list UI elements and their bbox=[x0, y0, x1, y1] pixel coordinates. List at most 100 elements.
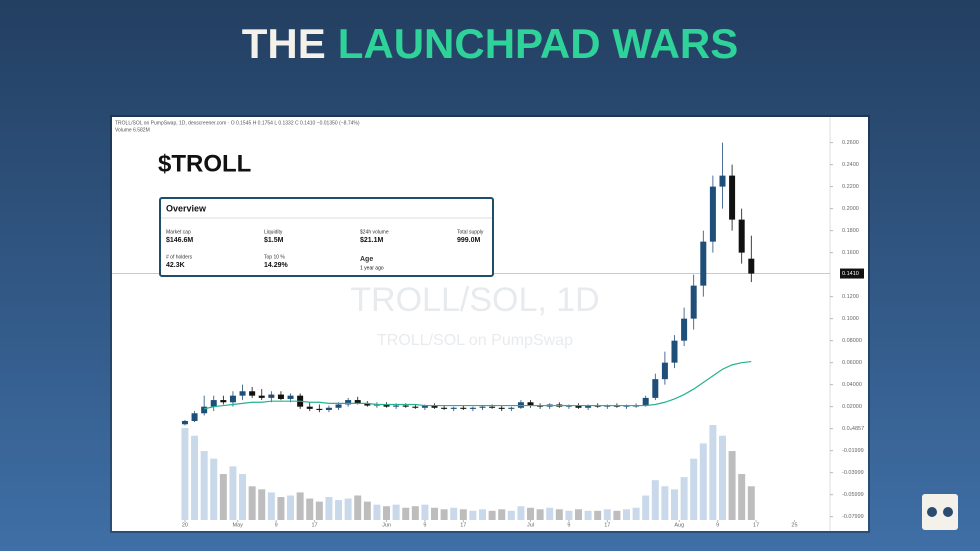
volume-bar bbox=[392, 504, 400, 520]
ticker: $TROLL bbox=[158, 150, 251, 177]
candle-body bbox=[498, 407, 505, 409]
candle-body bbox=[729, 175, 736, 220]
volume-bar bbox=[642, 495, 650, 520]
y-tick-label: -0.07999 bbox=[842, 514, 864, 520]
candle-body bbox=[450, 407, 457, 409]
volume-bar bbox=[210, 458, 218, 520]
volume-bar bbox=[718, 435, 726, 520]
candle-body bbox=[709, 186, 716, 242]
item-value: 999.0M bbox=[457, 237, 481, 244]
y-tick-label: 0.2600 bbox=[842, 140, 859, 146]
volume-bar bbox=[440, 509, 448, 520]
item-value: $146.6M bbox=[166, 237, 193, 244]
watermark: TROLL/SOL, 1D bbox=[350, 281, 599, 319]
volume-bar bbox=[680, 477, 688, 520]
volume-bar bbox=[459, 509, 467, 520]
volume-bar bbox=[200, 451, 208, 520]
logo-dot bbox=[943, 507, 953, 517]
last-price-box bbox=[840, 268, 864, 279]
candle-body bbox=[719, 175, 726, 187]
candle-body bbox=[671, 340, 678, 363]
item-label: Market cap bbox=[166, 229, 191, 235]
volume-bar bbox=[277, 497, 285, 520]
y-tick-label: 0.1800 bbox=[842, 228, 859, 234]
volume-bar bbox=[315, 501, 323, 520]
item-value: 14.29% bbox=[264, 262, 289, 269]
x-tick-label: Aug bbox=[674, 522, 684, 528]
y-tick-label: 0.1000 bbox=[842, 316, 859, 322]
candle-body bbox=[229, 395, 236, 403]
candle-body bbox=[642, 397, 649, 406]
candle-body bbox=[287, 395, 294, 399]
volume-bar bbox=[181, 428, 189, 520]
candle-body bbox=[412, 406, 419, 408]
candle-body bbox=[210, 400, 217, 407]
x-tick-label: 9 bbox=[567, 522, 570, 528]
title-white: THE bbox=[242, 20, 326, 67]
volume-bar bbox=[306, 498, 314, 520]
volume-bar bbox=[373, 504, 381, 520]
volume-bar bbox=[479, 509, 487, 520]
x-tick-label: 9 bbox=[716, 522, 719, 528]
volume-bar bbox=[690, 458, 698, 520]
y-tick-label: 0.2400 bbox=[842, 162, 859, 168]
volume-bar bbox=[738, 474, 746, 520]
item-label: Liquidity bbox=[264, 229, 283, 235]
logo-dot bbox=[927, 507, 937, 517]
last-price-label: 0.1410 bbox=[842, 271, 859, 277]
y-tick-label: 0.2000 bbox=[842, 206, 859, 212]
volume-bar bbox=[632, 507, 640, 520]
candle-body bbox=[460, 407, 467, 409]
volume-bar bbox=[450, 507, 458, 520]
volume-bar bbox=[402, 507, 410, 520]
candle-body bbox=[652, 379, 659, 398]
volume-bar bbox=[287, 495, 295, 520]
volume-bar bbox=[575, 509, 583, 520]
watermark-sub: TROLL/SOL on PumpSwap bbox=[377, 332, 573, 349]
x-tick-label: 9 bbox=[423, 522, 426, 528]
item-label: Top 10 % bbox=[264, 254, 285, 260]
volume-bar bbox=[325, 497, 333, 520]
card-items: Market cap $146.6M Liquidity $1.5M $24h volu… bbox=[166, 229, 484, 271]
x-tick-label: Jul bbox=[527, 522, 534, 528]
item-value: $21.1M bbox=[360, 237, 384, 244]
chart-info: TROLL/SOL on PumpSwap, 1D, dexscreener.c… bbox=[115, 120, 360, 126]
candle-body bbox=[508, 407, 515, 409]
title-green: LAUNCHPAD WARS bbox=[338, 20, 739, 67]
volume-bar bbox=[191, 435, 199, 520]
logo bbox=[922, 494, 958, 530]
page-title: THE LAUNCHPAD WARS bbox=[242, 20, 739, 67]
x-tick-label: 25 bbox=[791, 522, 797, 528]
candle-body bbox=[700, 241, 707, 286]
candle-body bbox=[393, 405, 400, 407]
x-tick-label: 17 bbox=[753, 522, 759, 528]
volume-bar bbox=[536, 509, 544, 520]
volume-bar bbox=[229, 466, 237, 520]
candle-body bbox=[220, 400, 227, 403]
volume-bar bbox=[670, 489, 678, 520]
volume-bar bbox=[661, 486, 669, 520]
item-value: 42.3K bbox=[166, 262, 185, 269]
candle-body bbox=[268, 394, 275, 398]
candle-body bbox=[527, 402, 534, 406]
volume-bar bbox=[248, 486, 256, 520]
y-tick-label: 0.0₄4857 bbox=[842, 426, 864, 432]
x-tick-label: 20 bbox=[182, 522, 188, 528]
candle-body bbox=[345, 400, 352, 405]
candle-body bbox=[335, 404, 342, 408]
x-tick-label: 17 bbox=[604, 522, 610, 528]
candle-body bbox=[316, 408, 323, 410]
item-label: Age bbox=[360, 256, 373, 263]
volume-bar bbox=[383, 506, 391, 520]
volume-bar bbox=[699, 443, 707, 520]
candle-body bbox=[239, 391, 246, 396]
candle-body bbox=[325, 407, 332, 410]
candle-body bbox=[201, 406, 208, 414]
item-label: $24h volume bbox=[360, 229, 389, 235]
y-tick-label: 0.1200 bbox=[842, 294, 859, 300]
candle-body bbox=[249, 391, 256, 396]
volume-bar bbox=[527, 507, 535, 520]
plot: 0.2600 0.2400 0.2200 0.2000 0.1800 0.1600 0.12… bbox=[112, 140, 864, 528]
candle-body bbox=[431, 405, 438, 408]
